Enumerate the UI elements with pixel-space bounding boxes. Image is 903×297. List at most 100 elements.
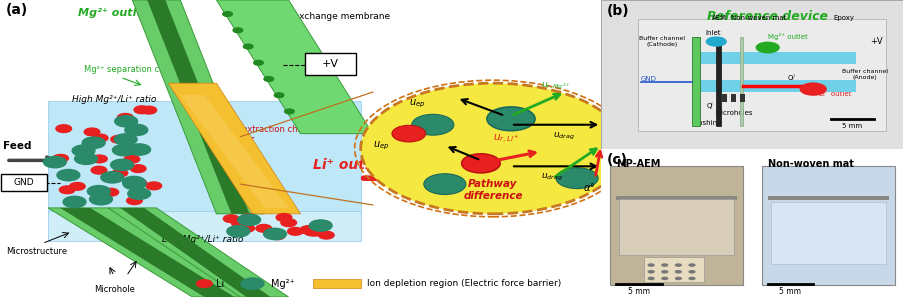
FancyBboxPatch shape bbox=[697, 80, 854, 92]
Text: Mg²⁺ outlet: Mg²⁺ outlet bbox=[78, 8, 149, 18]
Circle shape bbox=[687, 270, 695, 274]
Circle shape bbox=[111, 135, 126, 143]
Text: GND: GND bbox=[14, 178, 34, 187]
Text: Buffer channel
(Cathode): Buffer channel (Cathode) bbox=[638, 36, 684, 47]
Text: Li⁺ outlet: Li⁺ outlet bbox=[312, 158, 385, 172]
Text: GND: GND bbox=[640, 76, 656, 82]
Circle shape bbox=[52, 154, 69, 162]
FancyBboxPatch shape bbox=[616, 196, 737, 200]
Text: Non-woven mat: Non-woven mat bbox=[731, 15, 786, 21]
Circle shape bbox=[647, 263, 654, 267]
FancyBboxPatch shape bbox=[304, 53, 356, 75]
Text: $u_{drag}$: $u_{drag}$ bbox=[553, 131, 574, 142]
Text: Microstructure: Microstructure bbox=[6, 247, 67, 255]
Circle shape bbox=[687, 263, 695, 267]
Text: Non-woven mat: Non-woven mat bbox=[767, 159, 852, 169]
Circle shape bbox=[314, 221, 330, 228]
Circle shape bbox=[487, 107, 535, 131]
Circle shape bbox=[115, 116, 137, 127]
Circle shape bbox=[124, 155, 140, 163]
Text: 5 mm: 5 mm bbox=[778, 287, 801, 296]
FancyBboxPatch shape bbox=[312, 279, 360, 288]
FancyBboxPatch shape bbox=[721, 94, 726, 102]
Circle shape bbox=[227, 226, 249, 237]
FancyBboxPatch shape bbox=[740, 94, 744, 102]
FancyBboxPatch shape bbox=[1, 174, 47, 191]
Circle shape bbox=[647, 277, 654, 280]
Circle shape bbox=[264, 228, 286, 240]
Circle shape bbox=[275, 214, 292, 221]
Circle shape bbox=[57, 170, 79, 181]
Text: Buffer channel
(Anode): Buffer channel (Anode) bbox=[841, 69, 887, 80]
Circle shape bbox=[240, 214, 256, 222]
Circle shape bbox=[300, 226, 316, 234]
Text: Ion depletion region (Electric force barrier): Ion depletion region (Electric force bar… bbox=[367, 279, 561, 288]
Circle shape bbox=[101, 172, 124, 183]
Text: Anion: Anion bbox=[300, 85, 321, 111]
Text: High Mg²⁺/Li⁺ ratio: High Mg²⁺/Li⁺ ratio bbox=[72, 95, 156, 104]
Text: Microholes: Microholes bbox=[715, 110, 752, 116]
Polygon shape bbox=[108, 208, 288, 297]
FancyBboxPatch shape bbox=[48, 101, 360, 214]
Circle shape bbox=[222, 12, 232, 16]
Circle shape bbox=[223, 215, 238, 222]
Circle shape bbox=[110, 159, 134, 170]
Circle shape bbox=[196, 280, 212, 287]
Circle shape bbox=[755, 42, 779, 53]
Text: MP-AEM: MP-AEM bbox=[616, 159, 660, 169]
Text: Mg²⁺: Mg²⁺ bbox=[270, 279, 294, 289]
Text: (a): (a) bbox=[6, 3, 28, 17]
Circle shape bbox=[300, 226, 315, 233]
Text: Flushing: Flushing bbox=[692, 120, 721, 126]
FancyBboxPatch shape bbox=[715, 37, 720, 126]
Circle shape bbox=[126, 127, 141, 135]
Circle shape bbox=[237, 214, 260, 225]
Text: $u_{ep}$: $u_{ep}$ bbox=[372, 139, 388, 152]
Text: (b): (b) bbox=[607, 4, 629, 18]
Circle shape bbox=[660, 277, 667, 280]
Circle shape bbox=[307, 228, 322, 236]
Circle shape bbox=[281, 219, 296, 227]
Text: Anion exchange membrane: Anion exchange membrane bbox=[265, 12, 389, 21]
Text: $u_{r,Li^+}$: $u_{r,Li^+}$ bbox=[492, 132, 519, 146]
Circle shape bbox=[241, 278, 264, 289]
FancyBboxPatch shape bbox=[697, 52, 854, 64]
Circle shape bbox=[392, 125, 425, 142]
Text: Li⁺: Li⁺ bbox=[216, 279, 229, 289]
Text: AEM: AEM bbox=[711, 15, 726, 21]
Circle shape bbox=[134, 106, 150, 114]
Text: Reference device: Reference device bbox=[706, 10, 827, 23]
Circle shape bbox=[89, 194, 112, 205]
Circle shape bbox=[103, 188, 118, 196]
Circle shape bbox=[72, 145, 95, 156]
Circle shape bbox=[264, 77, 274, 81]
Polygon shape bbox=[181, 95, 288, 208]
Circle shape bbox=[318, 231, 334, 239]
FancyBboxPatch shape bbox=[740, 37, 742, 126]
Circle shape bbox=[122, 176, 145, 188]
Text: Mg²⁺ separation channel: Mg²⁺ separation channel bbox=[84, 65, 188, 74]
Circle shape bbox=[254, 60, 263, 65]
Circle shape bbox=[112, 169, 127, 177]
Circle shape bbox=[256, 225, 271, 232]
Circle shape bbox=[660, 270, 667, 274]
Circle shape bbox=[145, 182, 162, 190]
Circle shape bbox=[647, 270, 654, 274]
Text: Qₗᴵ: Qₗᴵ bbox=[787, 74, 795, 81]
Polygon shape bbox=[168, 83, 300, 214]
FancyBboxPatch shape bbox=[610, 166, 742, 285]
Circle shape bbox=[412, 114, 453, 135]
Polygon shape bbox=[132, 0, 265, 214]
Text: Epoxy: Epoxy bbox=[832, 15, 853, 21]
Polygon shape bbox=[216, 0, 372, 134]
Text: Qₘᵍ: Qₘᵍ bbox=[740, 53, 752, 59]
Circle shape bbox=[70, 182, 85, 190]
Circle shape bbox=[63, 196, 86, 208]
Circle shape bbox=[91, 166, 107, 174]
Text: Li⁺ extraction channel: Li⁺ extraction channel bbox=[214, 125, 321, 153]
Circle shape bbox=[555, 168, 598, 189]
FancyBboxPatch shape bbox=[643, 257, 703, 282]
Circle shape bbox=[798, 82, 826, 96]
Circle shape bbox=[287, 228, 303, 235]
Circle shape bbox=[141, 106, 156, 114]
